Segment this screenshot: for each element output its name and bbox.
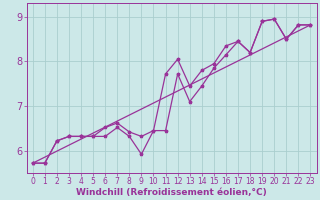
X-axis label: Windchill (Refroidissement éolien,°C): Windchill (Refroidissement éolien,°C) <box>76 188 267 197</box>
